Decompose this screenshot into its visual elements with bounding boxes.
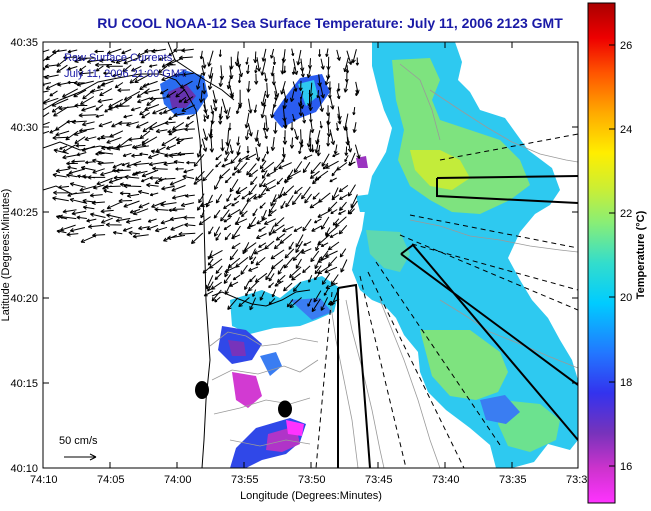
map-plot-area: Raw Surface Currents July 11, 2006 21:00… bbox=[43, 42, 578, 468]
y-tick-label: 40:20 bbox=[10, 293, 38, 305]
y-tick-label: 40:30 bbox=[10, 122, 38, 134]
scale-vector-arrow bbox=[64, 453, 97, 461]
x-axis: 74:10 74:05 74:00 73:55 73:50 73:45 73:4… bbox=[30, 42, 587, 502]
legend-currents-label: Raw Surface Currents bbox=[64, 52, 173, 64]
colorbar-label: Temperature (°C) bbox=[635, 210, 647, 299]
x-tick-label: 74:00 bbox=[164, 474, 192, 486]
x-axis-label: Longitude (Degrees:Minutes) bbox=[240, 490, 382, 502]
current-vector-arrows bbox=[43, 47, 361, 313]
x-tick-label: 73:55 bbox=[231, 474, 259, 486]
x-tick-label: 73:3 bbox=[566, 474, 587, 486]
y-axis: 40:35 40:30 40:25 40:20 40:15 40:10 Lati… bbox=[0, 37, 578, 475]
x-tick-label: 74:10 bbox=[30, 474, 58, 486]
scale-vector-label: 50 cm/s bbox=[59, 435, 98, 447]
legend-currents-time: July 11, 2006 21:00 GMT bbox=[64, 68, 187, 80]
survey-lines bbox=[315, 133, 578, 468]
colorbar-tick-label: 24 bbox=[620, 124, 632, 136]
colorbar-tick-label: 20 bbox=[620, 292, 632, 304]
colorbar-tick-label: 16 bbox=[620, 461, 632, 473]
y-tick-label: 40:25 bbox=[10, 207, 38, 219]
y-tick-label: 40:10 bbox=[10, 463, 38, 475]
colorbar-tick-label: 18 bbox=[620, 377, 632, 389]
y-tick-label: 40:15 bbox=[10, 378, 38, 390]
colorbar: 26 24 22 20 18 16 Temperature (°C) bbox=[587, 2, 647, 504]
x-tick-label: 74:05 bbox=[97, 474, 125, 486]
y-tick-label: 40:35 bbox=[10, 37, 38, 49]
y-axis-label: Latitude (Degrees:Minutes) bbox=[0, 189, 12, 322]
coastline bbox=[43, 42, 311, 468]
station-marker-1 bbox=[195, 381, 209, 399]
surface-current-vectors bbox=[43, 47, 361, 313]
x-tick-label: 73:45 bbox=[365, 474, 393, 486]
x-tick-label: 73:50 bbox=[298, 474, 326, 486]
x-tick-label: 73:35 bbox=[499, 474, 527, 486]
x-tick-label: 73:40 bbox=[432, 474, 460, 486]
colorbar-ramp bbox=[587, 2, 616, 504]
map-title: RU COOL NOAA-12 Sea Surface Temperature:… bbox=[97, 15, 563, 31]
bathymetry-contours bbox=[209, 63, 578, 468]
colorbar-tick-label: 22 bbox=[620, 208, 632, 220]
colorbar-tick-label: 26 bbox=[620, 40, 632, 52]
station-marker-2 bbox=[278, 400, 292, 418]
